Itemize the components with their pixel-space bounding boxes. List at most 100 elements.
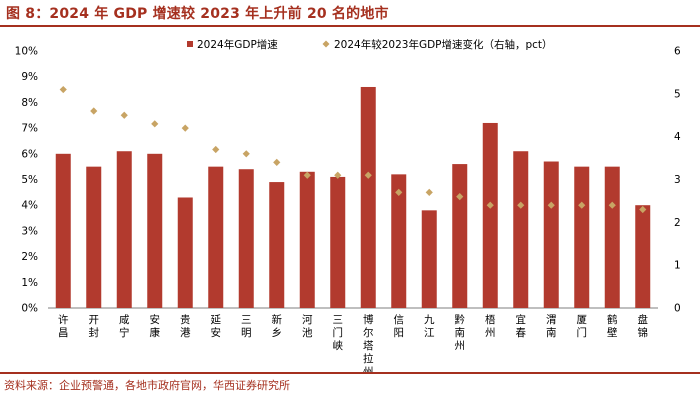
x-tick-label-char: 昌 bbox=[58, 327, 69, 339]
gdp-bar-三门峡 bbox=[330, 176, 346, 308]
x-axis-labels: 许昌开封咸宁安康贵港延安三明新乡河池三门峡博尔塔拉州信阳九江黔南州梧州宜春渭南厦… bbox=[58, 313, 649, 372]
y-left-tick-label: 3% bbox=[21, 225, 38, 237]
gdp-bar-九江 bbox=[421, 210, 437, 308]
x-tick-label-char: 春 bbox=[516, 327, 527, 339]
gdp-bar-河池 bbox=[299, 171, 315, 308]
y-left-tick-label: 8% bbox=[21, 97, 38, 109]
x-tick-label-char: 州 bbox=[455, 340, 466, 352]
source-note: 资料来源：企业预警通，各地市政府官网，华西证券研究所 bbox=[4, 379, 290, 392]
x-tick-label-char: 南 bbox=[546, 326, 557, 339]
x-tick-label-char: 池 bbox=[302, 326, 313, 339]
bar-series bbox=[55, 86, 651, 309]
gdp-bar-信阳 bbox=[391, 174, 407, 308]
x-tick-label-char: 州 bbox=[363, 366, 374, 372]
change-marker-延安 bbox=[212, 145, 220, 154]
gdp-bar-鹤壁 bbox=[604, 166, 620, 308]
change-marker-三明 bbox=[242, 150, 250, 158]
gdp-bar-开封 bbox=[86, 166, 102, 308]
x-tick-label-char: 塔 bbox=[363, 339, 374, 352]
x-tick-label-char: 拉 bbox=[363, 352, 374, 365]
x-tick-label-char: 鹤 bbox=[607, 313, 618, 326]
change-marker-安康 bbox=[151, 120, 159, 128]
change-marker-黔南州 bbox=[456, 193, 464, 201]
gdp-bar-博尔塔拉州 bbox=[360, 86, 376, 308]
x-tick-label-char: 门 bbox=[577, 326, 588, 339]
y-left-tick-label: 2% bbox=[21, 251, 38, 263]
gdp-bar-宜春 bbox=[513, 151, 529, 308]
y-right-tick-label: 1 bbox=[674, 260, 681, 272]
x-tick-label-char: 宜 bbox=[516, 313, 527, 326]
legend-diamond-label: 2024年较2023年GDP增速变化（右轴，pct） bbox=[334, 38, 553, 51]
y-left-tick-label: 1% bbox=[21, 277, 38, 289]
x-tick-label-char: 康 bbox=[150, 326, 161, 339]
x-tick-label-char: 咸 bbox=[119, 314, 130, 326]
x-tick-label-char: 新 bbox=[272, 313, 283, 326]
change-marker-河池 bbox=[303, 171, 311, 179]
x-tick-label-char: 博 bbox=[363, 313, 374, 326]
change-marker-开封 bbox=[90, 107, 98, 115]
x-tick-label-char: 黔 bbox=[455, 313, 466, 326]
x-tick-label-char: 开 bbox=[89, 314, 100, 326]
x-tick-label-char: 盘 bbox=[638, 313, 649, 326]
figure-title: 图 8：2024 年 GDP 增速较 2023 年上升前 20 名的地市 bbox=[6, 6, 389, 22]
y-left-tick-label: 10% bbox=[15, 46, 38, 58]
y-right-tick-label: 3 bbox=[674, 174, 681, 186]
change-marker-渭南 bbox=[547, 201, 555, 209]
gdp-bar-盘锦 bbox=[635, 205, 651, 308]
y-right-tick-label: 2 bbox=[674, 217, 681, 229]
change-marker-鹤壁 bbox=[608, 201, 616, 209]
x-tick-label-char: 峡 bbox=[333, 339, 344, 352]
x-tick-label-char: 安 bbox=[211, 326, 222, 339]
x-tick-label-char: 三 bbox=[333, 314, 344, 326]
y-left-tick-label: 9% bbox=[21, 71, 38, 83]
x-tick-label-char: 许 bbox=[58, 313, 69, 326]
x-tick-label-char: 河 bbox=[302, 314, 313, 326]
y-left-tick-label: 0% bbox=[21, 303, 38, 315]
x-tick-label-char: 三 bbox=[241, 314, 252, 326]
gdp-bar-咸宁 bbox=[116, 151, 132, 308]
x-tick-label-char: 江 bbox=[424, 327, 435, 339]
x-tick-label-char: 封 bbox=[89, 326, 100, 339]
x-tick-label-char: 乡 bbox=[272, 327, 283, 339]
diamond-series bbox=[59, 85, 647, 214]
figure-header: 图 8：2024 年 GDP 增速较 2023 年上升前 20 名的地市 bbox=[0, 0, 700, 26]
header-rule bbox=[0, 25, 700, 27]
y-left-tick-label: 7% bbox=[21, 123, 38, 135]
change-marker-宜春 bbox=[517, 201, 525, 209]
y-right-tick-label: 0 bbox=[674, 303, 681, 315]
x-tick-label-char: 壁 bbox=[607, 326, 618, 339]
x-tick-label-char: 阳 bbox=[394, 327, 405, 339]
gdp-growth-chart: 2024年GDP增速 2024年较2023年GDP增速变化（右轴，pct） 0%… bbox=[15, 38, 681, 372]
gdp-bar-厦门 bbox=[574, 166, 590, 308]
change-marker-三门峡 bbox=[334, 171, 342, 179]
change-marker-博尔塔拉州 bbox=[364, 171, 372, 179]
x-tick-label-char: 州 bbox=[485, 327, 496, 339]
y-left-tick-label: 6% bbox=[21, 148, 38, 160]
x-tick-label-char: 安 bbox=[150, 313, 161, 326]
x-tick-label-char: 渭 bbox=[546, 314, 557, 326]
x-tick-label-char: 宁 bbox=[119, 326, 130, 339]
change-marker-贵港 bbox=[181, 124, 189, 132]
gdp-bar-新乡 bbox=[269, 182, 285, 308]
x-tick-label-char: 南 bbox=[455, 326, 466, 339]
y-right-tick-label: 4 bbox=[674, 131, 681, 143]
x-tick-label-char: 门 bbox=[333, 326, 344, 339]
gdp-bar-贵港 bbox=[177, 197, 193, 308]
x-tick-label-char: 明 bbox=[241, 327, 252, 339]
chart-legend: 2024年GDP增速 2024年较2023年GDP增速变化（右轴，pct） bbox=[187, 38, 553, 51]
y-left-tick-label: 5% bbox=[21, 174, 38, 186]
x-tick-label-char: 尔 bbox=[363, 326, 374, 339]
gdp-bar-许昌 bbox=[55, 153, 71, 308]
change-marker-厦门 bbox=[578, 201, 586, 209]
x-tick-label-char: 九 bbox=[424, 314, 435, 326]
gdp-bar-渭南 bbox=[543, 161, 559, 308]
footer-rule bbox=[0, 372, 700, 374]
gdp-bar-三明 bbox=[238, 169, 254, 308]
change-marker-梧州 bbox=[486, 201, 494, 209]
change-marker-信阳 bbox=[395, 188, 403, 196]
change-marker-新乡 bbox=[273, 158, 281, 166]
y-right-tick-label: 6 bbox=[674, 46, 681, 58]
legend-bar-label: 2024年GDP增速 bbox=[197, 38, 278, 51]
change-marker-盘锦 bbox=[639, 205, 647, 214]
x-tick-label-char: 梧 bbox=[485, 313, 496, 326]
